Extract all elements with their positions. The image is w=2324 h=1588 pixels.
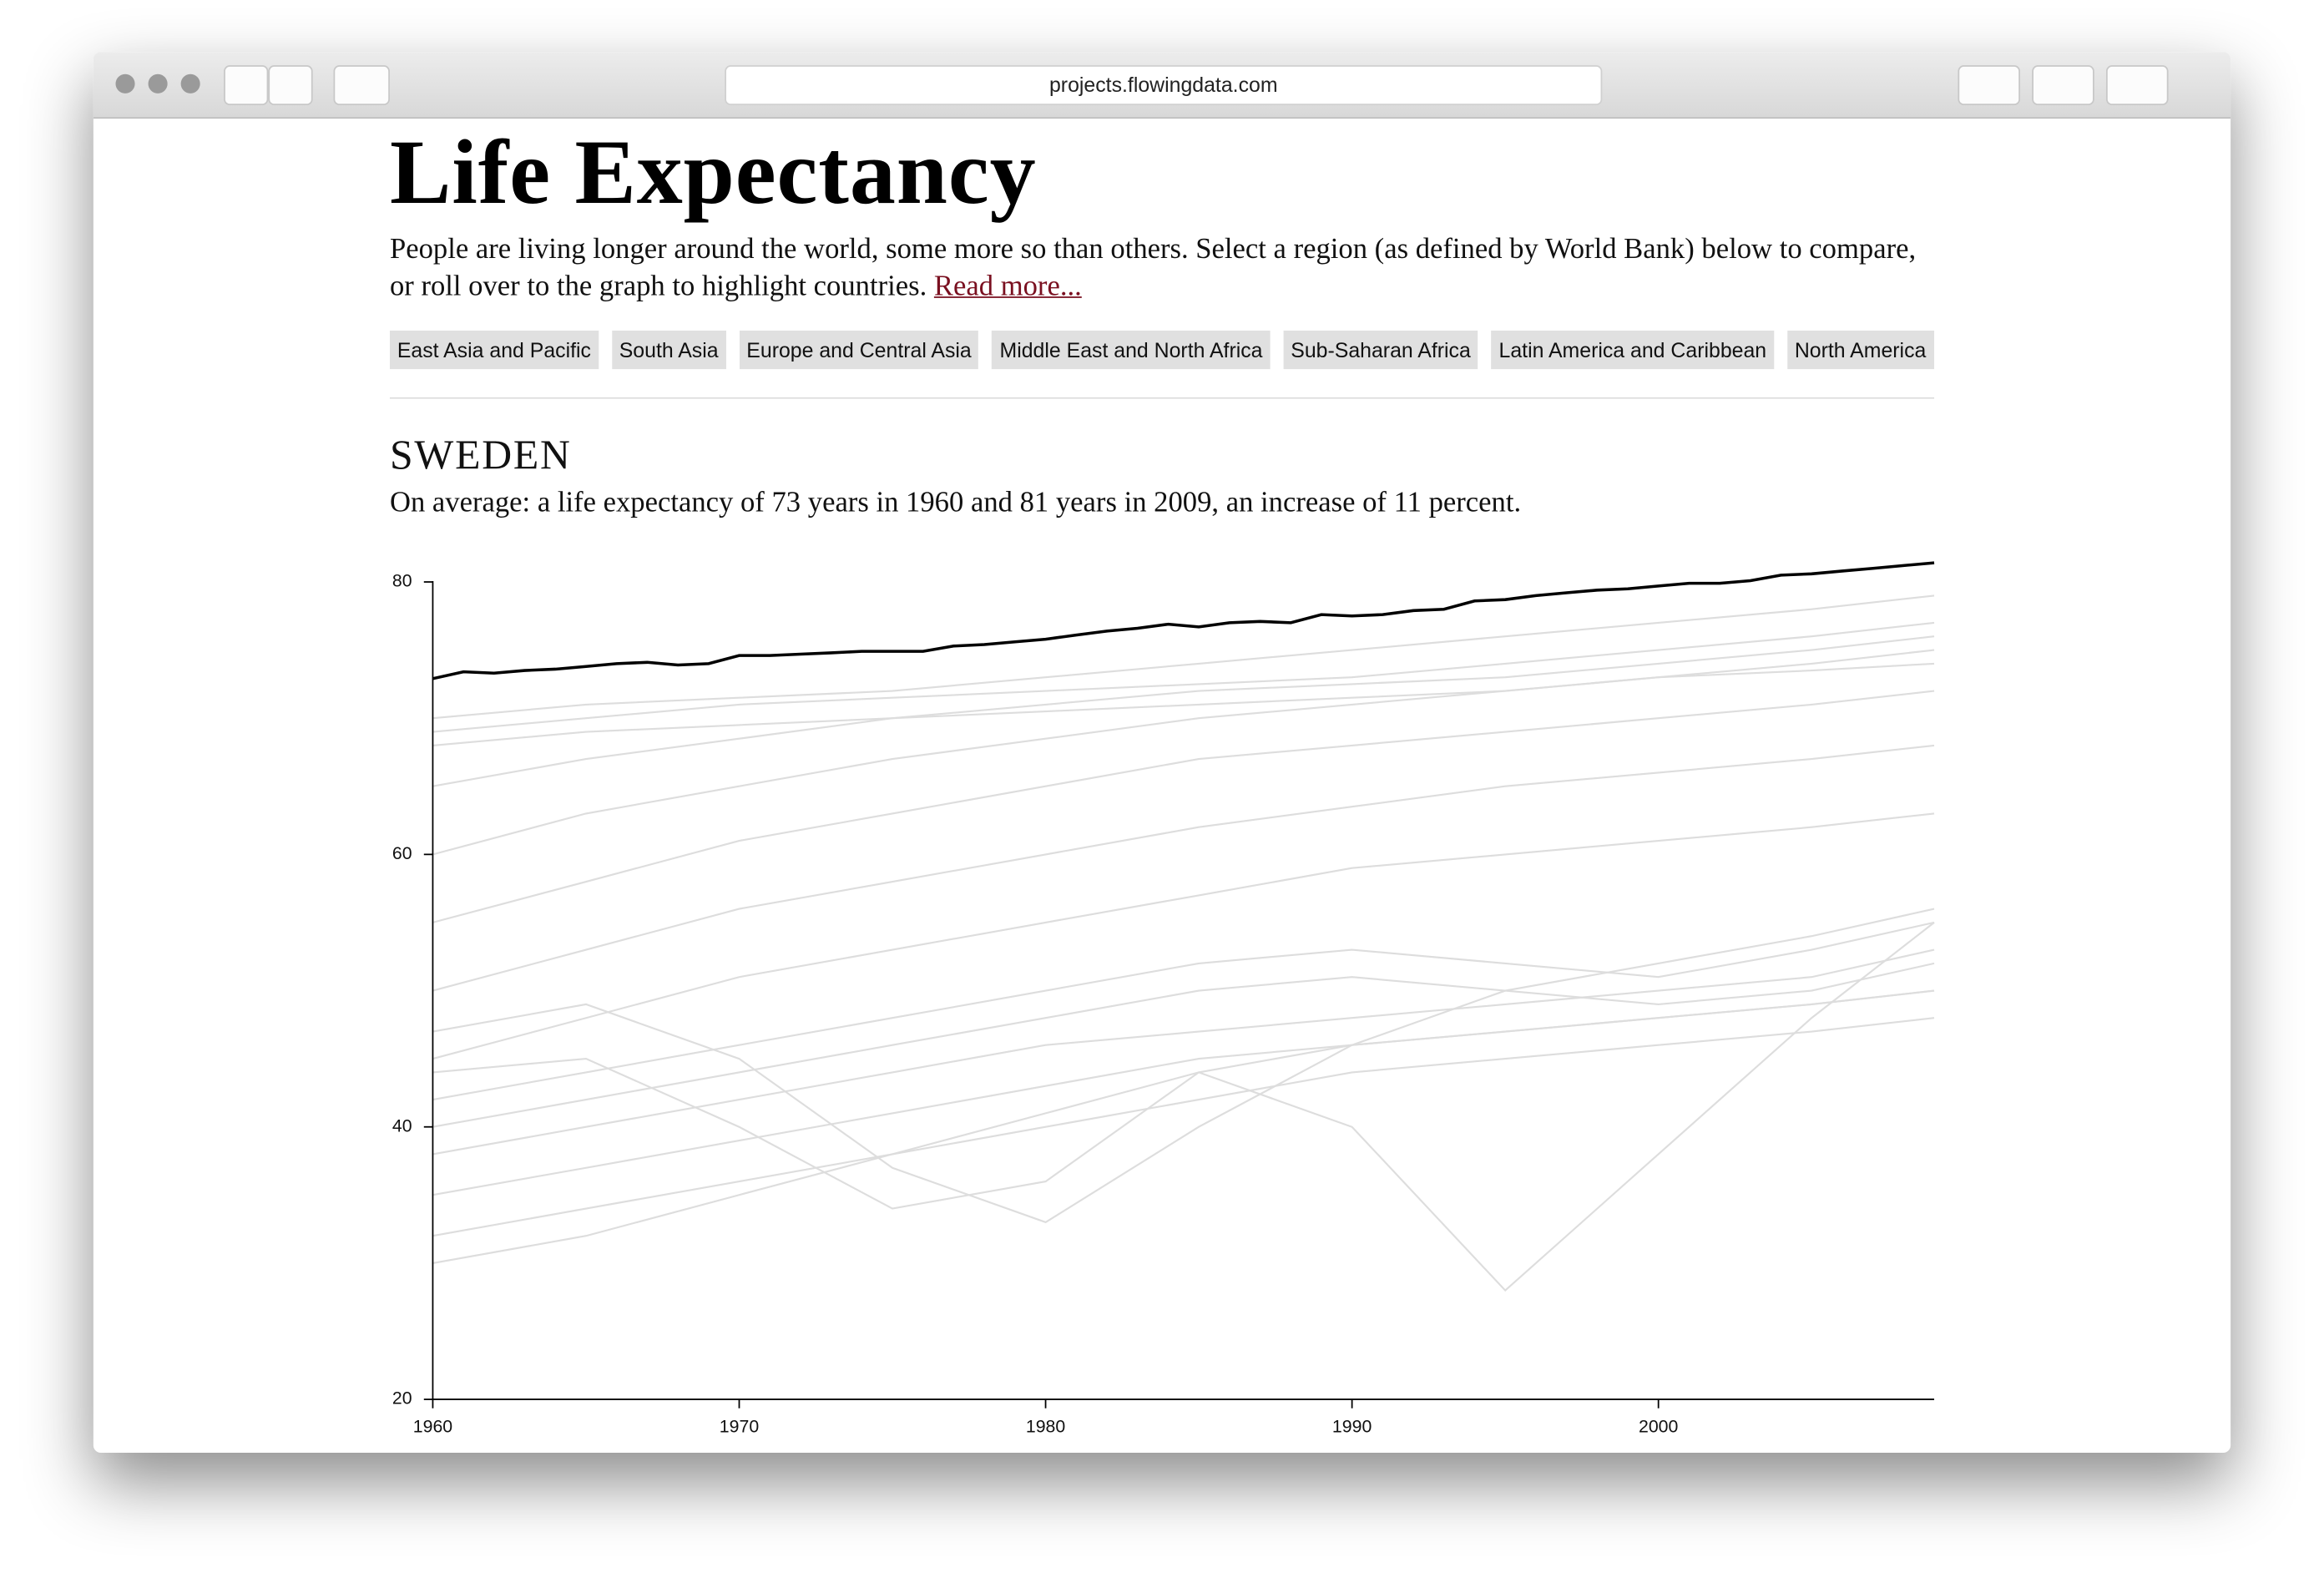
- region-button[interactable]: South Asia: [611, 330, 726, 370]
- intro: People are living longer around the worl…: [390, 231, 1932, 306]
- back-button[interactable]: [224, 65, 269, 106]
- country-line: [432, 948, 1935, 1156]
- downloads-button[interactable]: [2105, 65, 2169, 106]
- country-line: [432, 962, 1935, 1128]
- region-button[interactable]: Latin America and Caribbean: [1491, 330, 1774, 370]
- minimize-button[interactable]: [148, 73, 168, 94]
- region-button[interactable]: Middle East and North Africa: [992, 330, 1271, 370]
- y-tick-label: 40: [392, 1115, 412, 1135]
- region-button[interactable]: Europe and Central Asia: [739, 330, 979, 370]
- sidebar-button[interactable]: [333, 65, 390, 106]
- region-button[interactable]: Sub-Saharan Africa: [1283, 330, 1478, 370]
- country-line: [432, 1017, 1935, 1237]
- tabs-button[interactable]: [2032, 65, 2094, 106]
- country-line: [432, 922, 1935, 1292]
- y-tick-label: 80: [392, 571, 412, 591]
- region-button[interactable]: North America: [1786, 330, 1934, 370]
- close-button[interactable]: [115, 73, 135, 94]
- x-tick-label: 2000: [1639, 1416, 1679, 1436]
- address-bar[interactable]: projects.flowingdata.com: [725, 65, 1603, 106]
- x-tick-label: 1980: [1026, 1416, 1066, 1436]
- highlight-line: [432, 561, 1935, 680]
- country-line: [432, 812, 1935, 1060]
- x-tick-label: 1960: [413, 1416, 453, 1436]
- country-line: [432, 649, 1935, 856]
- summary: On average: a life expectancy of 73 year…: [389, 488, 1522, 519]
- page-title: Life Expectancy: [389, 123, 1037, 225]
- x-tick-label: 1990: [1332, 1416, 1372, 1436]
- divider: [389, 397, 1935, 399]
- country-line: [432, 989, 1935, 1196]
- forward-button[interactable]: [268, 65, 313, 106]
- read-more-link[interactable]: Read more...: [933, 271, 1082, 303]
- country-line: [432, 690, 1935, 923]
- country-name: SWEDEN: [389, 432, 572, 479]
- country-line: [432, 621, 1935, 733]
- country-line: [432, 594, 1935, 720]
- y-tick-label: 20: [392, 1388, 412, 1408]
- x-tick-label: 1970: [720, 1416, 760, 1436]
- share-button[interactable]: [1958, 65, 2021, 106]
- country-line: [432, 989, 1935, 1264]
- intro-text: People are living longer around the worl…: [389, 234, 1917, 303]
- country-line: [432, 921, 1935, 1101]
- zoom-button[interactable]: [180, 73, 200, 94]
- region-button[interactable]: East Asia and Pacific: [389, 330, 599, 370]
- region-buttons: East Asia and Pacific South Asia Europe an…: [389, 330, 1934, 370]
- y-tick-label: 60: [392, 843, 412, 863]
- toolbar: projects.flowingdata.com: [93, 52, 2231, 119]
- country-line: [432, 908, 1935, 1224]
- country-line: [432, 744, 1935, 992]
- country-line: [432, 635, 1935, 787]
- country-line: [432, 662, 1935, 746]
